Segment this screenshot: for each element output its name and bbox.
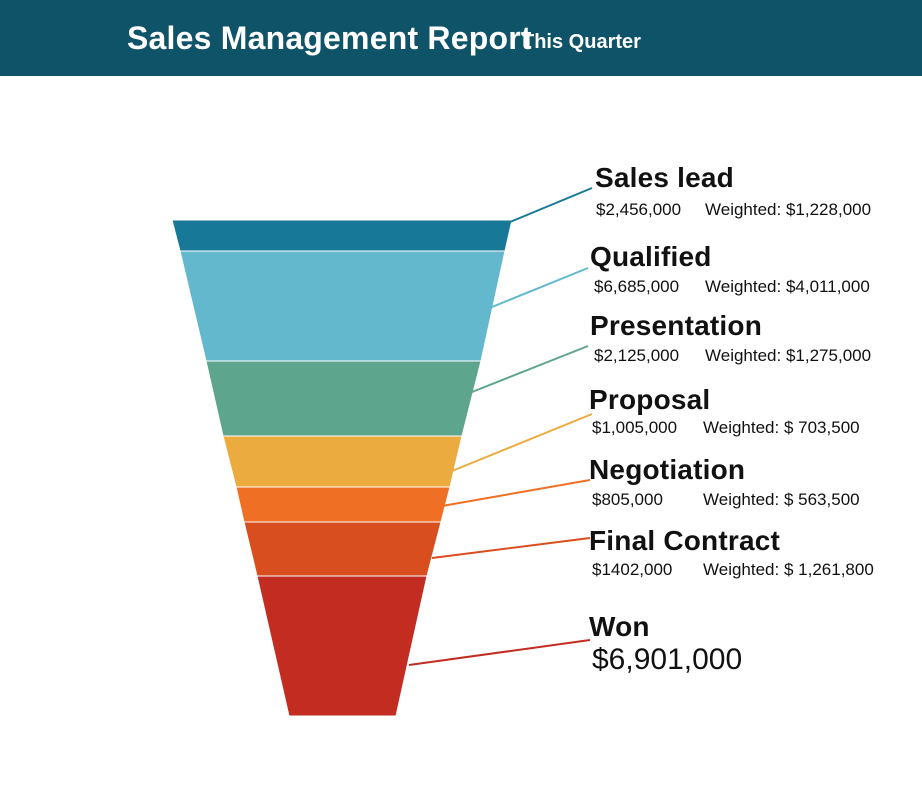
funnel-segment-presentation (205, 360, 482, 437)
leader-line-final-contract (431, 537, 591, 559)
leader-line-negotiation (441, 479, 591, 507)
report-header: Sales Management Report This Quarter (0, 0, 922, 76)
funnel-segment-won (256, 575, 428, 717)
leader-line-qualified (491, 267, 589, 308)
stage-label-won: Won (589, 611, 650, 642)
leader-line-sales-lead (509, 187, 593, 223)
funnel-segment-proposal (222, 435, 463, 488)
stage-value-final-contract: $1402,000 (592, 560, 673, 579)
stage-weighted-qualified: Weighted: $4,011,000 (705, 277, 870, 296)
leader-line-proposal (451, 413, 593, 472)
stage-value-qualified: $6,685,000 (594, 277, 680, 296)
stage-weighted-final-contract: Weighted: $ 1,261,800 (703, 560, 874, 579)
funnel-segment-negotiation (235, 486, 451, 523)
stage-weighted-sales-lead: Weighted: $1,228,000 (705, 200, 872, 219)
stage-weighted-presentation: Weighted: $1,275,000 (705, 346, 872, 365)
stage-label-presentation: Presentation (590, 310, 762, 341)
funnel-segment-sales-lead (171, 219, 513, 252)
stage-value-negotiation: $805,000 (592, 490, 663, 509)
leader-line-won (408, 639, 591, 666)
stage-label-sales-lead: Sales lead (595, 162, 734, 193)
stage-label-negotiation: Negotiation (589, 454, 746, 485)
stage-value-won: $6,901,000 (592, 643, 743, 676)
stage-value-sales-lead: $2,456,000 (596, 200, 682, 219)
funnel-segment-qualified (179, 250, 506, 362)
stage-weighted-proposal: Weighted: $ 703,500 (703, 418, 860, 437)
stage-label-qualified: Qualified (590, 241, 712, 272)
stage-value-proposal: $1,005,000 (592, 418, 678, 437)
stage-label-proposal: Proposal (589, 384, 711, 415)
report-period: This Quarter (522, 31, 641, 53)
funnel-segment-final-contract (243, 521, 442, 577)
leader-line-presentation (471, 345, 589, 393)
stage-label-final-contract: Final Contract (589, 525, 781, 556)
stage-value-presentation: $2,125,000 (594, 346, 680, 365)
stage-weighted-negotiation: Weighted: $ 563,500 (703, 490, 860, 509)
report-title: Sales Management Report (127, 20, 532, 56)
